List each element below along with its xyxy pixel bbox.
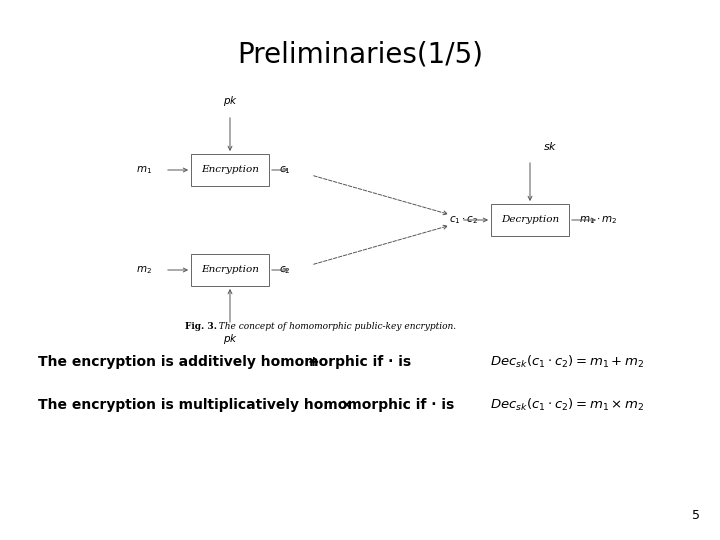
Text: The encryption is multiplicatively homomorphic if · is: The encryption is multiplicatively homom… [38, 398, 459, 412]
FancyBboxPatch shape [191, 254, 269, 286]
Text: Encryption: Encryption [201, 266, 259, 274]
Text: $m_2$: $m_2$ [136, 264, 152, 276]
Text: +: + [307, 355, 319, 369]
Text: $c_1 \cdot c_2$: $c_1 \cdot c_2$ [449, 214, 479, 226]
Text: $m_1$: $m_1$ [136, 164, 152, 176]
FancyBboxPatch shape [491, 204, 569, 236]
Text: $\mathit{Dec}_{sk}(c_1 \cdot c_2) = m_1 + m_2$: $\mathit{Dec}_{sk}(c_1 \cdot c_2) = m_1 … [490, 354, 644, 370]
Text: Preliminaries(1/5): Preliminaries(1/5) [237, 40, 483, 68]
Text: $m_1 \cdot m_2$: $m_1 \cdot m_2$ [579, 214, 617, 226]
Text: Fig. 3.: Fig. 3. [185, 322, 217, 331]
Text: $sk$: $sk$ [543, 140, 557, 152]
Text: The encryption is additively homomorphic if · is: The encryption is additively homomorphic… [38, 355, 416, 369]
FancyBboxPatch shape [191, 154, 269, 186]
Text: $c_2$: $c_2$ [279, 264, 291, 276]
Text: $\mathit{Dec}_{sk}(c_1 \cdot c_2) = m_1 \times m_2$: $\mathit{Dec}_{sk}(c_1 \cdot c_2) = m_1 … [490, 397, 644, 413]
Text: $pk$: $pk$ [222, 332, 238, 346]
Text: $pk$: $pk$ [222, 94, 238, 108]
Text: ×: × [341, 398, 352, 412]
Text: $c_1$: $c_1$ [279, 164, 291, 176]
Text: 5: 5 [692, 509, 700, 522]
Text: Decryption: Decryption [501, 215, 559, 225]
Text: The concept of homomorphic public-key encryption.: The concept of homomorphic public-key en… [213, 322, 456, 331]
Text: Encryption: Encryption [201, 165, 259, 174]
